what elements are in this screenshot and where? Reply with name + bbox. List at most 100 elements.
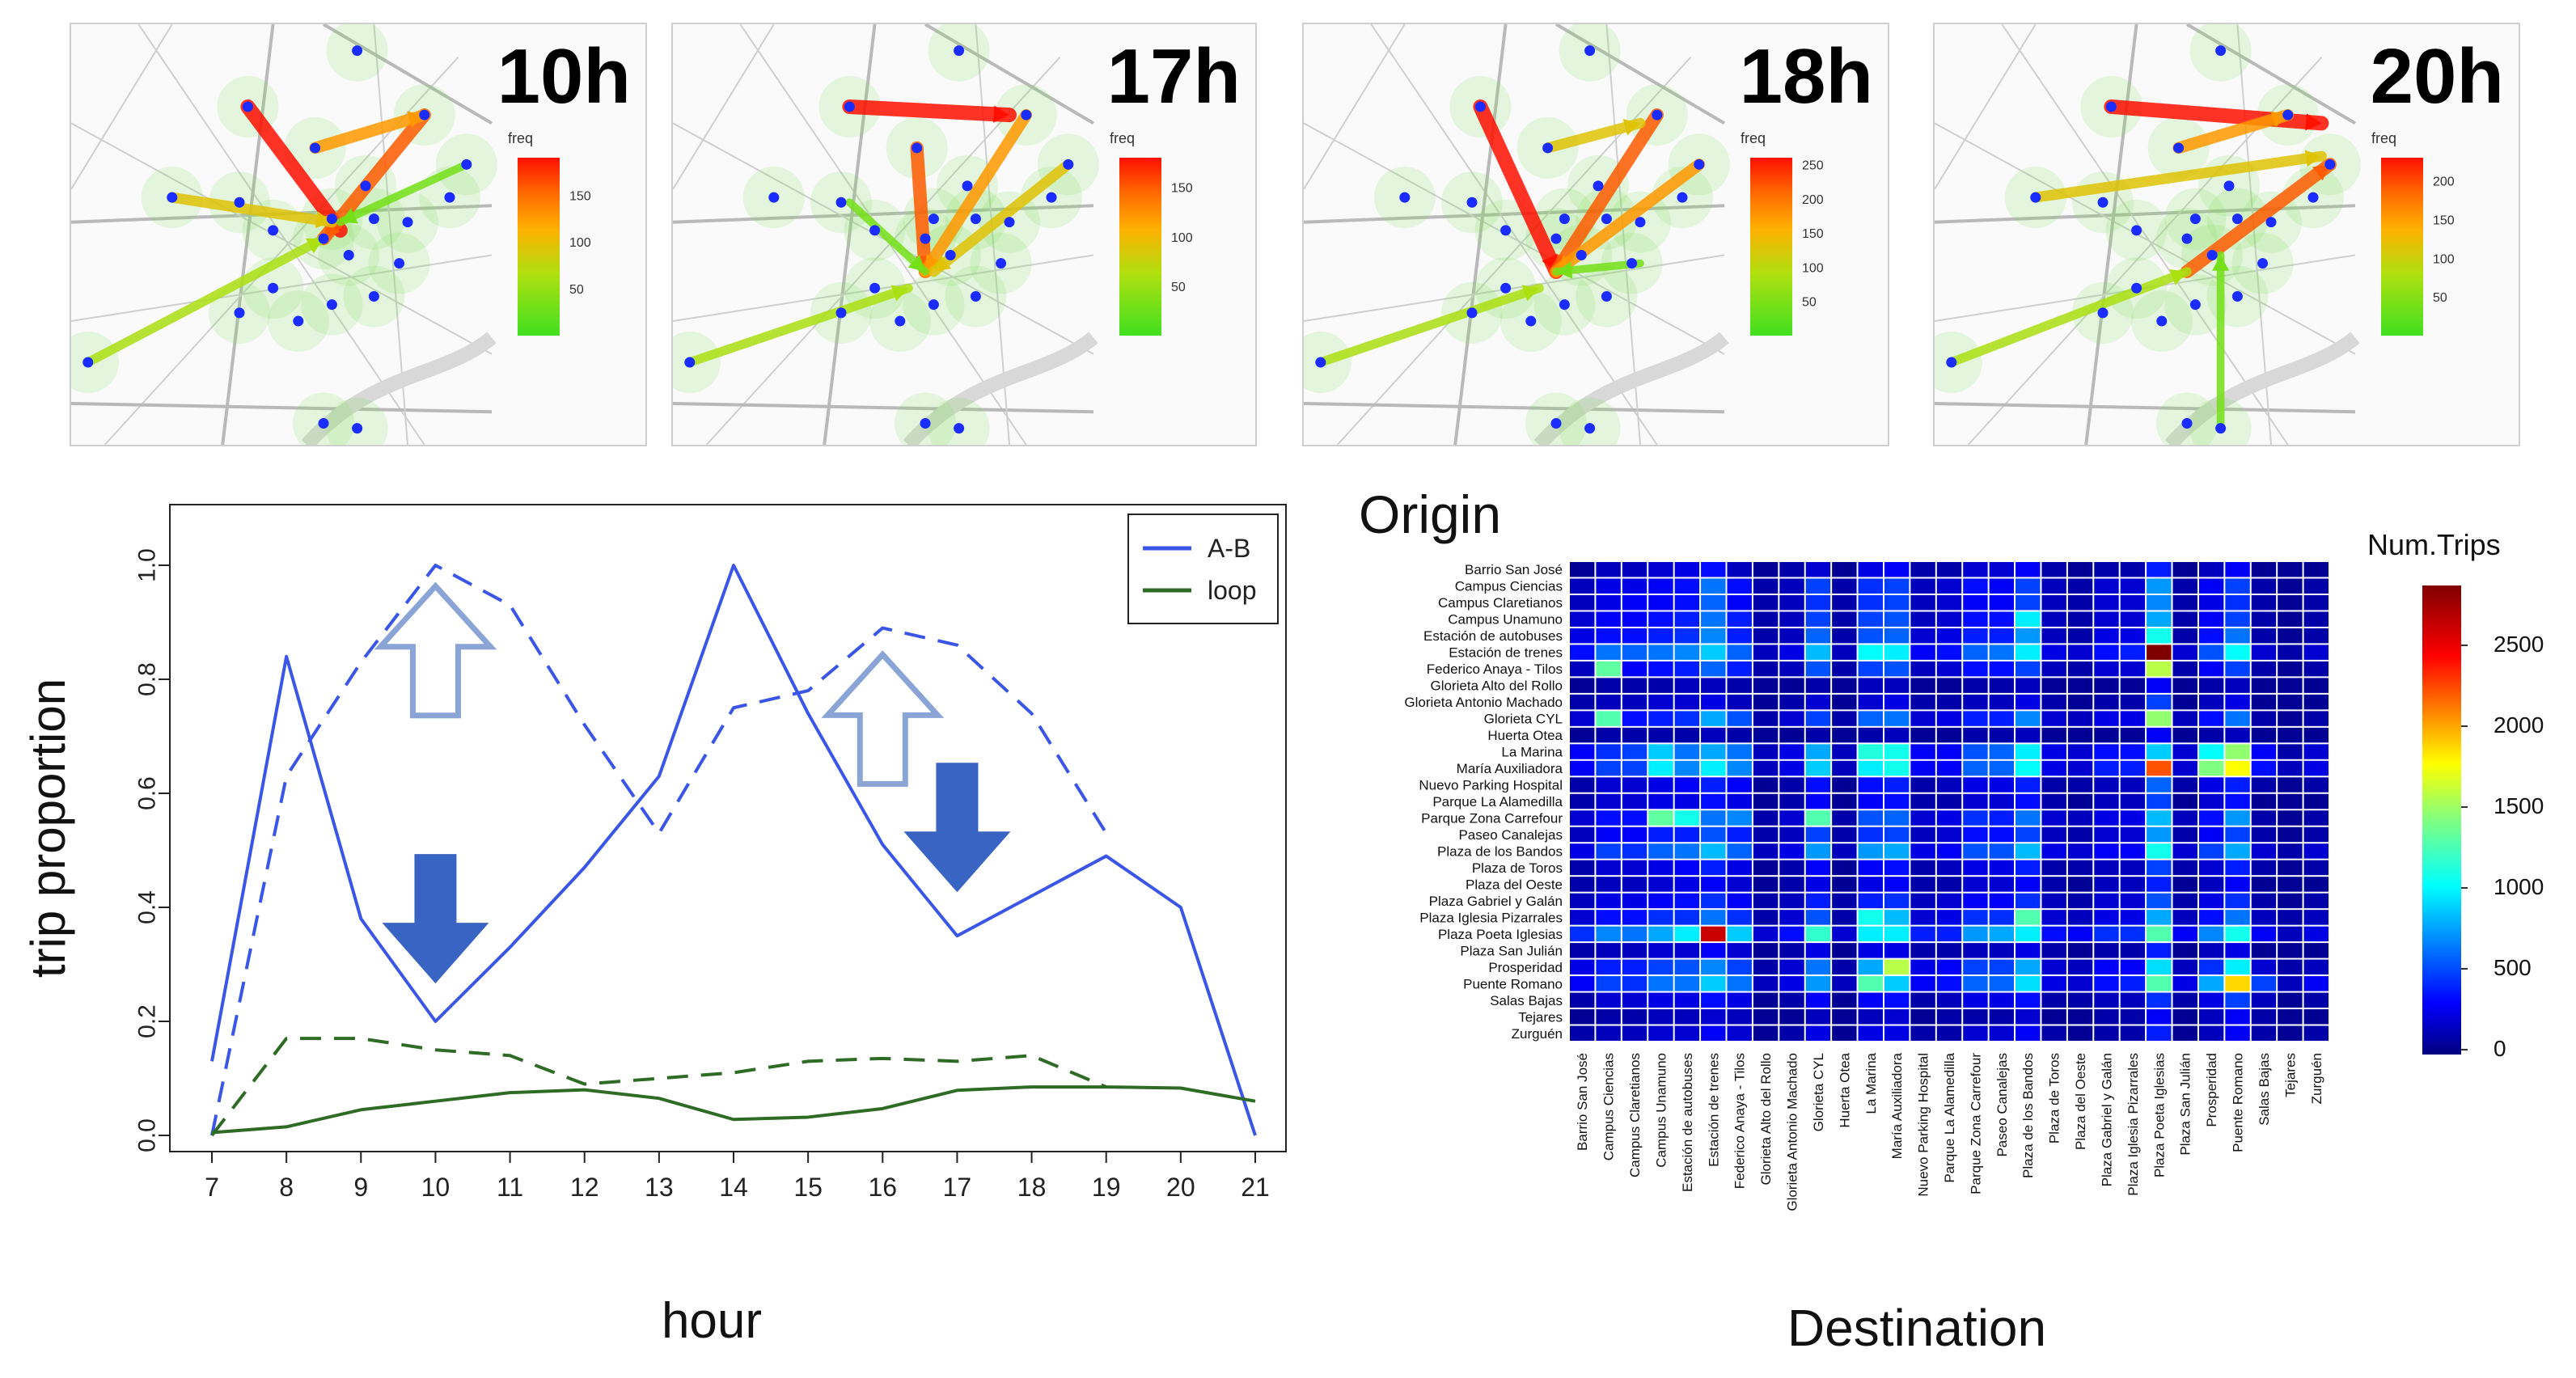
heatmap-cell — [1622, 1009, 1648, 1025]
heatmap-cell — [2278, 578, 2303, 594]
heatmap-cell — [1674, 843, 1700, 859]
station-dot — [326, 299, 337, 311]
heatmap-cell — [2278, 694, 2303, 710]
heatmap-cell — [1989, 877, 2015, 892]
heatmap-cell — [1570, 727, 1595, 743]
column-label: Barrio San José — [1575, 1053, 1590, 1151]
heatmap-cell — [1596, 910, 1621, 925]
heatmap-cell — [2147, 826, 2172, 843]
heatmap-cell — [1910, 843, 1935, 859]
legend-tick-label: 150 — [1802, 227, 1824, 241]
heatmap-cell — [1727, 826, 1752, 843]
heatmap-cell — [1727, 943, 1752, 958]
heatmap-cell — [1701, 959, 1726, 975]
heatmap-cell — [1701, 694, 1726, 710]
heatmap-cell — [1596, 611, 1621, 627]
legend-label: A-B — [1208, 534, 1250, 563]
heatmap-cell — [1910, 810, 1935, 826]
heatmap-cell — [1805, 877, 1831, 892]
heatmap-cell — [2198, 562, 2224, 577]
heatmap-cell — [2303, 826, 2329, 843]
heatmap-cell — [2251, 992, 2277, 1008]
heatmap-cell — [2303, 860, 2329, 876]
heatmap-cell — [2067, 976, 2093, 991]
heatmap-cell — [1805, 959, 1831, 975]
heatmap-cell — [1832, 645, 1857, 660]
heatmap-cell — [2251, 943, 2277, 958]
heatmap-cell — [1989, 678, 2015, 693]
heatmap-cell — [1805, 628, 1831, 644]
flow-arrowhead — [2312, 164, 2330, 181]
station-dot — [2189, 299, 2201, 311]
column-label: Campus Ciencias — [1601, 1053, 1617, 1160]
station-dot — [2265, 217, 2277, 228]
heatmap-cell — [2094, 1025, 2119, 1041]
heatmap-cell — [2278, 826, 2303, 843]
flow-arrow — [1542, 117, 1646, 154]
street — [924, 24, 1095, 125]
heatmap-cell — [1779, 578, 1804, 594]
heatmap-cell — [1779, 992, 1804, 1008]
station-dot — [1559, 299, 1570, 311]
chart-legend: A-B loop — [1127, 514, 1279, 624]
heatmap-cell — [1832, 727, 1857, 743]
flow-haze — [326, 397, 388, 445]
station-dot — [444, 192, 455, 203]
column-label: Tejares — [2282, 1053, 2298, 1097]
heatmap-cell — [1805, 1025, 1831, 1041]
heatmap-cell — [1596, 594, 1621, 611]
heatmap-cell — [2198, 943, 2224, 958]
heatmap-cell — [2094, 860, 2119, 876]
hour-label: 17h — [1106, 33, 1241, 120]
heatmap-cell — [2303, 594, 2329, 611]
flow-arrowhead — [2169, 268, 2187, 285]
heatmap-cell — [2016, 843, 2041, 859]
heatmap-cell — [1570, 594, 1595, 611]
heatmap-cell — [1727, 1009, 1752, 1025]
heatmap-cell — [2067, 959, 2093, 975]
heatmap-cell — [1701, 760, 1726, 776]
flow-arrow — [1947, 267, 2192, 367]
map-layer — [71, 24, 497, 445]
heatmap-cell — [1596, 760, 1621, 776]
heatmap-cell — [1622, 992, 1648, 1008]
heatmap-cell — [1884, 943, 1910, 958]
heatmap-cell — [2147, 860, 2172, 876]
heatmap-cell — [1832, 992, 1857, 1008]
heatmap-cell — [1963, 645, 1988, 660]
heatmap-cell — [1779, 727, 1804, 743]
heatmap-cell — [2016, 578, 2041, 594]
heatmap-cell — [1884, 694, 1910, 710]
heatmap-cell — [1701, 860, 1726, 876]
heatmap-cell — [1570, 777, 1595, 793]
column-label: Estación de autobuses — [1680, 1053, 1695, 1192]
street — [2084, 24, 2138, 445]
column-label: Prosperidad — [2204, 1053, 2219, 1127]
heatmap-cell — [2016, 992, 2041, 1008]
heatmap-cell — [1884, 926, 1910, 942]
heatmap-cell — [2172, 893, 2197, 909]
heatmap-cell — [2172, 860, 2197, 876]
station-dot — [1576, 249, 1587, 260]
heatmap-cell — [2041, 810, 2066, 826]
heatmap-cell — [2251, 578, 2277, 594]
heatmap-cell — [2094, 777, 2119, 793]
heatmap-cell — [1858, 826, 1883, 843]
heatmap-cell — [2303, 711, 2329, 726]
station-dot — [368, 213, 379, 225]
heatmap-cell — [1753, 1025, 1779, 1041]
heatmap-cell — [2067, 1025, 2093, 1041]
heatmap-cell — [1832, 826, 1857, 843]
heatmap-cell — [2067, 910, 2093, 925]
heatmap-cell — [1989, 810, 2015, 826]
heatmap-cell — [1648, 678, 1673, 693]
heatmap-cell — [2094, 678, 2119, 693]
heatmap-cell — [1858, 727, 1883, 743]
street — [1304, 24, 1406, 190]
heatmap-cell — [1674, 562, 1700, 577]
heatmap-cell — [1963, 843, 1988, 859]
heatmap-cell — [1779, 810, 1804, 826]
station-dot — [1399, 192, 1411, 203]
heatmap-cell — [1963, 810, 1988, 826]
heatmap-cell — [2120, 843, 2146, 859]
